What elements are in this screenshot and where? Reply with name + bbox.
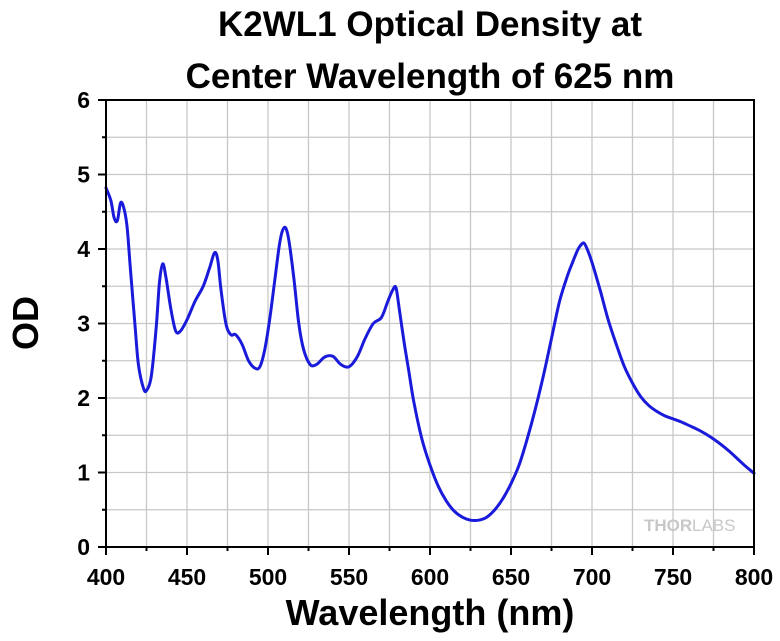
- x-axis-label: Wavelength (nm): [286, 592, 575, 633]
- watermark-labs: LABS: [692, 516, 735, 535]
- x-tick-label: 600: [411, 564, 449, 590]
- x-tick-label: 700: [573, 564, 611, 590]
- x-tick-label: 650: [492, 564, 530, 590]
- chart-title-line1: K2WL1 Optical Density at: [218, 5, 642, 44]
- chart-title-line2: Center Wavelength of 625 nm: [186, 57, 675, 96]
- grid-lines: [106, 100, 754, 547]
- axis-ticks: [98, 99, 755, 555]
- x-tick-label: 800: [735, 564, 773, 590]
- watermark-thor: THOR: [644, 516, 692, 535]
- x-tick-labels: 400 450 500 550 600 650 700 750 800: [87, 564, 773, 590]
- x-tick-label: 400: [87, 564, 125, 590]
- y-tick-label: 6: [77, 87, 90, 113]
- od-series-line: [104, 186, 756, 523]
- y-tick-label: 5: [77, 162, 90, 188]
- x-tick-label: 500: [249, 564, 287, 590]
- watermark: THOR LABS: [644, 516, 735, 535]
- y-tick-labels: 0 1 2 3 4 5 6: [77, 87, 90, 560]
- x-tick-label: 750: [654, 564, 692, 590]
- y-axis-label: OD: [5, 296, 46, 350]
- x-tick-label: 550: [330, 564, 368, 590]
- y-tick-label: 1: [77, 460, 90, 486]
- y-tick-label: 0: [77, 534, 90, 560]
- y-tick-label: 4: [77, 236, 90, 262]
- y-tick-label: 2: [77, 385, 90, 411]
- x-tick-label: 450: [168, 564, 206, 590]
- y-tick-label: 3: [77, 311, 90, 337]
